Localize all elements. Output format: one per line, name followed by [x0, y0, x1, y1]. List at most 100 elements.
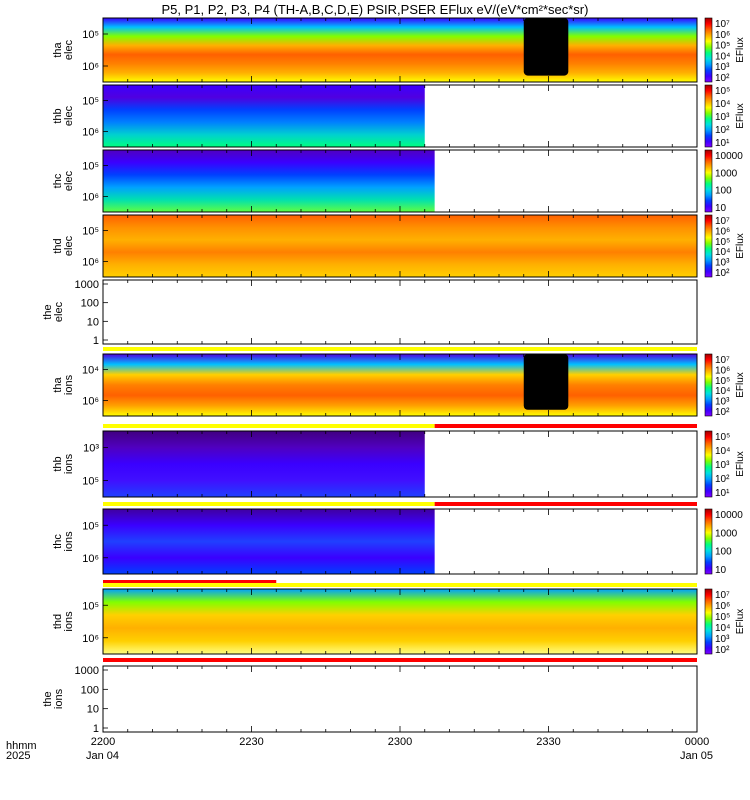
- y-tick-label-tha_ions: 10⁶: [82, 396, 99, 408]
- colorbar-tick-thd_elec: 10³: [715, 258, 730, 269]
- date-label-start: Jan 04: [86, 750, 120, 762]
- ylabel-species-the_elec: elec: [53, 301, 65, 322]
- colorbar-tick-thc_elec: 10: [715, 203, 727, 214]
- colorbar-tick-thb_elec: 10²: [715, 125, 730, 136]
- colorbar-tick-tha_elec: 10²: [715, 73, 730, 84]
- y-tick-label-thb_ions: 10⁵: [82, 476, 99, 488]
- spectrogram-thb_elec: [103, 85, 425, 147]
- y-tick-label-thd_ions: 10⁶: [82, 633, 99, 645]
- colorbar-unit-thb_elec: EFlux: [735, 103, 746, 129]
- colorbar-thc_ions: [704, 508, 713, 575]
- colorbar-thc_elec: [704, 149, 713, 213]
- y-tick-label-thd_ions: 10⁵: [82, 600, 99, 612]
- y-tick-label-the_elec: 1: [93, 335, 99, 347]
- colorbar-tick-tha_ions: 10⁴: [715, 386, 730, 397]
- time-tick-label: 0000: [685, 736, 709, 748]
- colorbar-tick-tha_ions: 10⁵: [715, 376, 730, 387]
- colorbar-tick-thd_ions: 10⁷: [715, 590, 730, 601]
- y-tick-label-the_elec: 1000: [75, 279, 99, 291]
- y-tick-label-the_elec: 10: [87, 316, 99, 328]
- colorbar-tick-tha_elec: 10⁶: [715, 30, 730, 41]
- ylabel-species-tha_elec: elec: [63, 39, 75, 60]
- y-tick-label-thc_ions: 10⁶: [82, 553, 99, 565]
- spectrogram-thc_ions: [103, 509, 435, 574]
- quality-flag-bar: [103, 347, 697, 351]
- ylabel-probe-the_ions: the: [42, 691, 54, 706]
- colorbar-tick-thd_ions: 10⁵: [715, 612, 730, 623]
- colorbar-tick-thc_elec: 10000: [715, 151, 743, 162]
- y-tick-label-thb_elec: 10⁵: [82, 96, 99, 108]
- colorbar-thd_ions: [704, 588, 713, 655]
- ylabel-probe-the_elec: the: [42, 304, 54, 319]
- y-tick-label-thc_elec: 10⁵: [82, 161, 99, 173]
- quality-flag-bar: [434, 424, 697, 428]
- colorbar-tick-thd_ions: 10⁶: [715, 601, 730, 612]
- y-tick-label-thc_elec: 10⁶: [82, 192, 99, 204]
- colorbar-tick-thd_elec: 10⁴: [715, 247, 730, 258]
- spectrogram-thd_elec: [103, 215, 697, 277]
- data-gap-tha_elec: [523, 18, 569, 76]
- y-tick-label-the_ions: 1000: [75, 665, 99, 677]
- colorbar-tick-tha_elec: 10⁷: [715, 19, 730, 30]
- ylabel-species-thd_ions: ions: [63, 611, 75, 632]
- y-tick-label-thb_elec: 10⁶: [82, 127, 99, 139]
- data-gap-tha_ions: [523, 354, 569, 410]
- y-tick-label-the_ions: 10: [87, 704, 99, 716]
- time-tick-label: 2300: [388, 736, 412, 748]
- colorbar-thd_elec: [704, 214, 713, 278]
- colorbar-tick-tha_elec: 10³: [715, 62, 730, 73]
- axis-row-label-hhmm: hhmm: [6, 740, 37, 752]
- ylabel-probe-tha_ions: tha: [52, 376, 64, 392]
- colorbar-tick-thd_ions: 10²: [715, 645, 730, 656]
- colorbar-tha_elec: [704, 17, 713, 83]
- y-tick-label-the_elec: 100: [81, 298, 99, 310]
- colorbar-unit-tha_ions: EFlux: [735, 372, 746, 398]
- y-tick-label-the_ions: 1: [93, 723, 99, 735]
- ylabel-species-the_ions: ions: [53, 688, 65, 709]
- y-tick-label-thd_elec: 10⁶: [82, 257, 99, 269]
- colorbar-tick-thd_ions: 10⁴: [715, 623, 730, 634]
- colorbar-tick-thd_elec: 10⁷: [715, 216, 730, 227]
- colorbar-tick-thb_elec: 10³: [715, 112, 730, 123]
- ylabel-probe-tha_elec: tha: [52, 41, 64, 57]
- ylabel-species-thd_elec: elec: [63, 235, 75, 256]
- ylabel-probe-thc_elec: thc: [52, 173, 64, 188]
- colorbar-tick-thc_ions: 10: [715, 565, 727, 576]
- ylabel-probe-thd_elec: thd: [52, 238, 64, 253]
- panel-frame-the_ions: [102, 665, 698, 733]
- y-tick-label-tha_ions: 10⁴: [82, 365, 99, 377]
- time-tick-label: 2330: [536, 736, 560, 748]
- colorbar-unit-thb_ions: EFlux: [735, 451, 746, 477]
- spectrogram-thb_ions: [103, 431, 425, 497]
- colorbar-tick-tha_ions: 10⁷: [715, 355, 730, 366]
- spectrogram-tha_ions: [103, 354, 697, 416]
- colorbar-tick-thb_elec: 10¹: [715, 138, 730, 149]
- colorbar-tha_ions: [704, 353, 713, 417]
- y-tick-label-thb_ions: 10³: [83, 443, 99, 455]
- quality-flag-bar: [103, 424, 435, 428]
- y-tick-label-thc_ions: 10⁵: [82, 520, 99, 532]
- quality-flag-bar: [103, 502, 435, 506]
- colorbar-thb_ions: [704, 430, 713, 498]
- ylabel-species-tha_ions: ions: [63, 374, 75, 395]
- ylabel-probe-thd_ions: thd: [52, 614, 64, 629]
- date-label-end: Jan 05: [680, 750, 714, 762]
- colorbar-tick-tha_elec: 10⁵: [715, 41, 730, 52]
- ylabel-species-thb_ions: ions: [63, 453, 75, 474]
- colorbar-tick-thd_elec: 10⁶: [715, 226, 730, 237]
- colorbar-unit-thd_ions: EFlux: [735, 609, 746, 635]
- y-tick-label-tha_elec: 10⁵: [82, 29, 99, 41]
- ylabel-species-thc_elec: elec: [63, 170, 75, 191]
- colorbar-tick-tha_ions: 10⁶: [715, 365, 730, 376]
- ylabel-species-thb_elec: elec: [63, 105, 75, 126]
- time-tick-label: 2200: [91, 736, 115, 748]
- colorbar-tick-thd_ions: 10³: [715, 634, 730, 645]
- colorbar-tick-thc_ions: 100: [715, 547, 732, 558]
- time-tick-label: 2230: [239, 736, 263, 748]
- spectrogram-thc_elec: [103, 150, 435, 212]
- colorbar-tick-thc_elec: 100: [715, 186, 732, 197]
- colorbar-tick-thb_ions: 10²: [715, 474, 730, 485]
- y-tick-label-the_ions: 100: [81, 684, 99, 696]
- colorbar-tick-tha_ions: 10²: [715, 407, 730, 418]
